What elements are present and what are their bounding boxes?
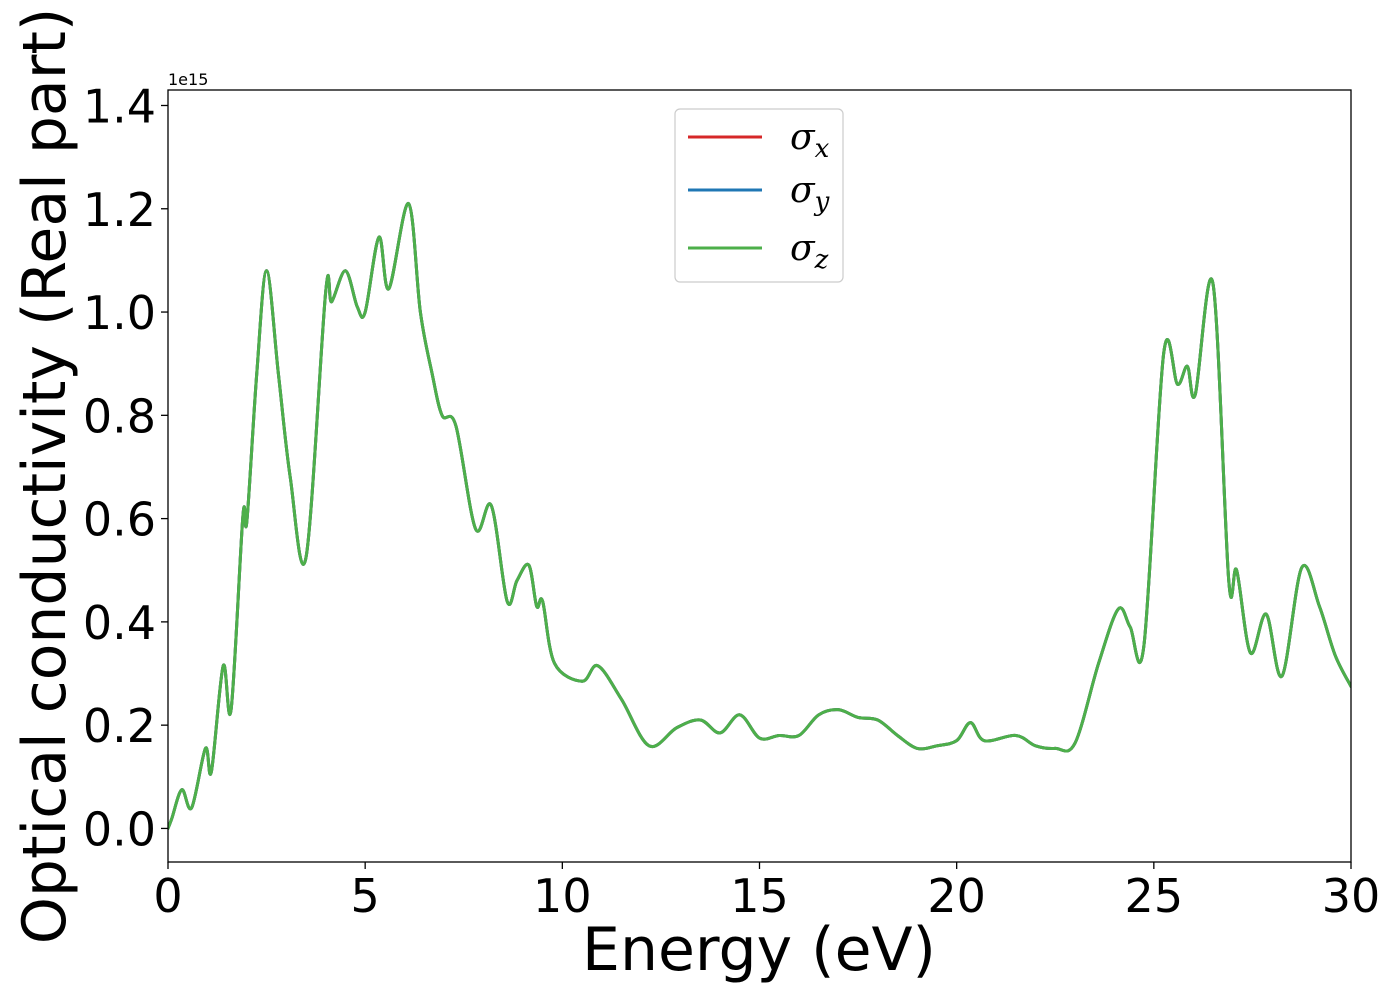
y-tick-label: 0.2 bbox=[83, 699, 156, 753]
y-tick-label: 0.8 bbox=[83, 389, 156, 443]
y-tick-label: 1.0 bbox=[83, 286, 156, 340]
x-tick-label: 25 bbox=[1125, 869, 1184, 923]
y-axis-ticks: 0.0 0.2 0.4 0.6 0.8 1.0 1.2 1.4 bbox=[83, 79, 168, 856]
x-tick-label: 30 bbox=[1322, 869, 1381, 923]
y-tick-label: 1.2 bbox=[83, 183, 156, 237]
legend-box bbox=[674, 108, 844, 283]
y-tick-label: 1.4 bbox=[83, 79, 156, 133]
x-tick-label: 15 bbox=[730, 869, 789, 923]
series-lines bbox=[168, 202, 1351, 830]
x-tick-label: 10 bbox=[533, 869, 592, 923]
x-tick-label: 5 bbox=[351, 869, 380, 923]
y-tick-label: 0.0 bbox=[83, 802, 156, 856]
legend-label-y: σy bbox=[790, 170, 830, 217]
legend-label-x: σx bbox=[790, 117, 830, 164]
y-tick-label: 0.6 bbox=[83, 493, 156, 547]
series-line-z bbox=[168, 202, 1351, 830]
x-axis-ticks: 0 5 10 15 20 25 30 bbox=[153, 862, 1380, 923]
y-tick-label: 0.4 bbox=[83, 596, 156, 650]
x-axis-label: Energy (eV) bbox=[582, 915, 936, 985]
legend-label-z: σz bbox=[790, 228, 829, 275]
x-tick-label: 20 bbox=[927, 869, 986, 923]
legend: σx σy σz bbox=[674, 108, 844, 283]
x-tick-label: 0 bbox=[153, 869, 182, 923]
y-offset-label: 1e15 bbox=[168, 70, 208, 89]
y-axis-label: Optical conductivity (Real part) bbox=[10, 8, 80, 945]
